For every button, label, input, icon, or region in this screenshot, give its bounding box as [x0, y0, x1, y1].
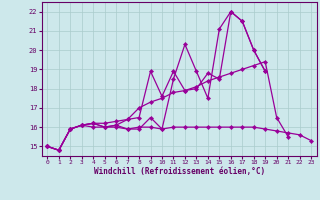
X-axis label: Windchill (Refroidissement éolien,°C): Windchill (Refroidissement éolien,°C) [94, 167, 265, 176]
